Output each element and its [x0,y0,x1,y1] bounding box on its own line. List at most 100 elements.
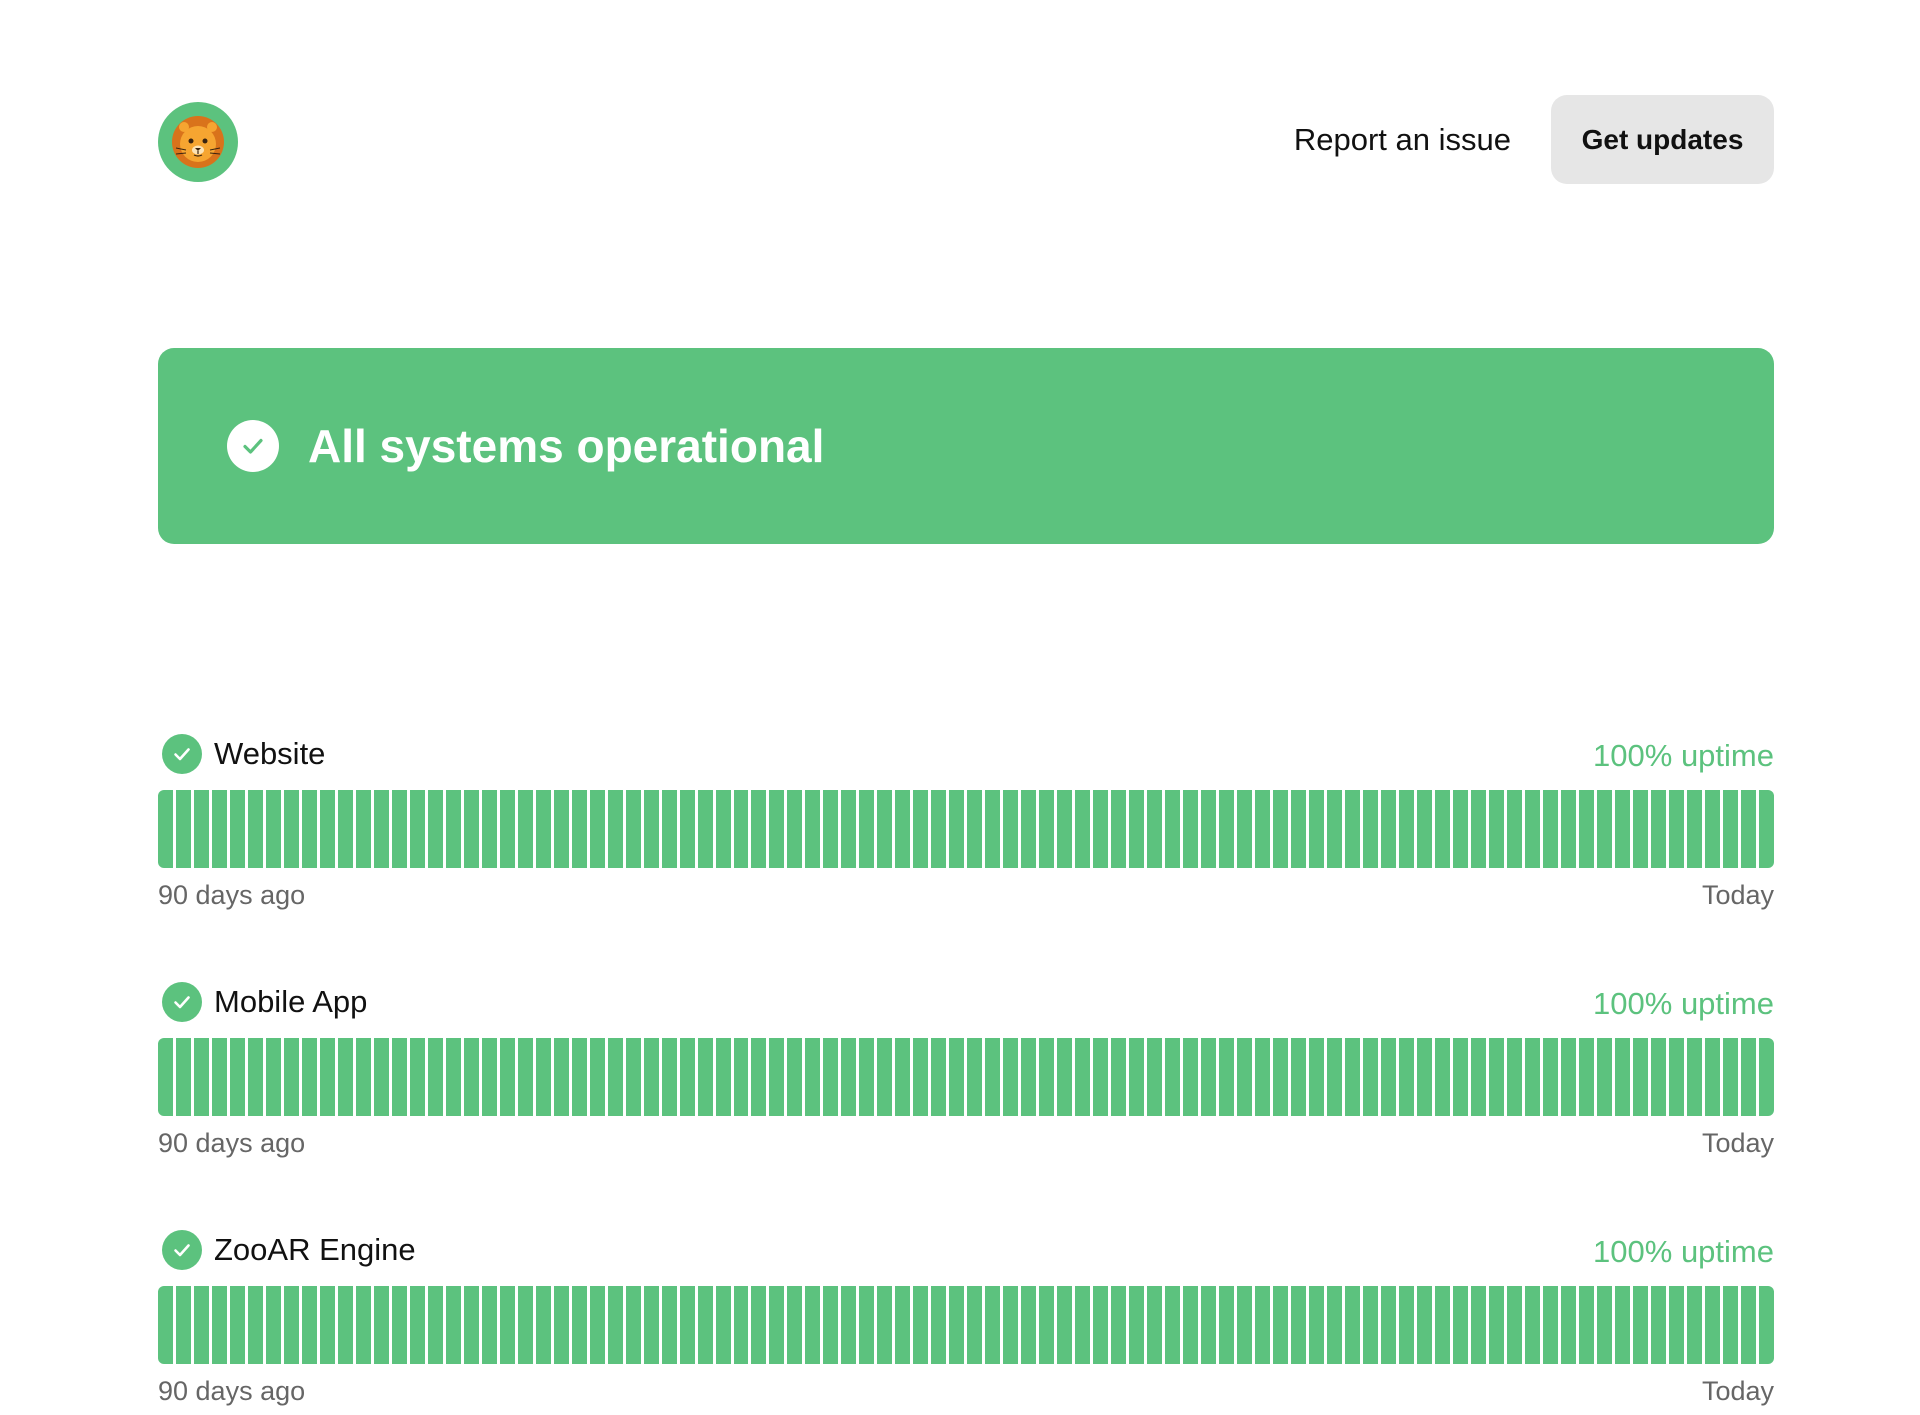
uptime-day-bar[interactable] [1722,790,1738,868]
uptime-day-bar[interactable] [391,790,407,868]
uptime-day-bar[interactable] [1291,1286,1306,1364]
uptime-day-bar[interactable] [823,790,839,868]
uptime-day-bar[interactable] [1003,1038,1019,1116]
uptime-day-bar[interactable] [787,1038,803,1116]
uptime-day-bar[interactable] [1650,790,1666,868]
uptime-day-bar[interactable] [931,1038,947,1116]
uptime-day-bar[interactable] [391,1286,407,1364]
uptime-day-bar[interactable] [1201,790,1217,868]
uptime-day-bar[interactable] [769,1286,785,1364]
uptime-day-bar[interactable] [1470,1038,1486,1116]
uptime-day-bar[interactable] [499,1038,515,1116]
uptime-day-bar[interactable] [1668,1286,1684,1364]
uptime-day-bar[interactable] [1003,1286,1019,1364]
uptime-day-bar[interactable] [1111,1038,1127,1116]
uptime-day-bar[interactable] [589,790,605,868]
uptime-day-bar[interactable] [247,1038,263,1116]
uptime-day-bar[interactable] [967,790,983,868]
uptime-day-bar[interactable] [1578,1038,1594,1116]
uptime-day-bar[interactable] [1039,1038,1055,1116]
uptime-day-bar[interactable] [805,1286,821,1364]
uptime-day-bar[interactable] [1470,790,1486,868]
uptime-day-bar[interactable] [535,1038,551,1116]
uptime-day-bar[interactable] [823,1038,839,1116]
uptime-day-bar[interactable] [553,790,569,868]
uptime-day-bar[interactable] [229,1286,245,1364]
report-issue-link[interactable]: Report an issue [1293,121,1511,157]
uptime-day-bar[interactable] [373,790,389,868]
uptime-day-bar[interactable] [949,1038,965,1116]
uptime-day-bar[interactable] [1632,790,1648,868]
uptime-day-bar[interactable] [841,1038,857,1116]
uptime-day-bar[interactable] [1021,1286,1037,1364]
uptime-day-bar[interactable] [607,790,623,868]
uptime-day-bar[interactable] [661,1286,677,1364]
uptime-day-bar[interactable] [1506,790,1522,868]
uptime-day-bar[interactable] [1111,790,1127,868]
uptime-day-bar[interactable] [715,1038,731,1116]
uptime-day-bar[interactable] [841,1286,857,1364]
uptime-day-bar[interactable] [265,1038,281,1116]
uptime-day-bar[interactable] [607,1286,623,1364]
uptime-day-bar[interactable] [1093,790,1109,868]
uptime-day-bar[interactable] [409,790,425,868]
uptime-day-bar[interactable] [283,1286,299,1364]
uptime-day-bar[interactable] [1183,1038,1199,1116]
uptime-day-bar[interactable] [1668,1038,1684,1116]
uptime-day-bar[interactable] [1309,790,1324,868]
uptime-day-bar[interactable] [1075,1286,1091,1364]
uptime-day-bar[interactable] [499,1286,515,1364]
uptime-day-bar[interactable] [1057,790,1073,868]
uptime-day-bar[interactable] [1614,1038,1630,1116]
uptime-day-bar[interactable] [877,1038,893,1116]
uptime-day-bar[interactable] [913,1038,929,1116]
uptime-day-bar[interactable] [1596,790,1612,868]
uptime-day-bar[interactable] [445,790,461,868]
uptime-day-bar[interactable] [859,1286,875,1364]
uptime-day-bar[interactable] [679,1038,695,1116]
uptime-day-bar[interactable] [427,790,443,868]
uptime-day-bar[interactable] [1380,1038,1396,1116]
uptime-day-bar[interactable] [337,1286,353,1364]
uptime-day-bar[interactable] [1201,1038,1217,1116]
uptime-day-bar[interactable] [1578,1286,1594,1364]
uptime-day-bar[interactable] [661,1038,677,1116]
uptime-day-bar[interactable] [823,1286,839,1364]
uptime-day-bar[interactable] [607,1038,623,1116]
uptime-day-bar[interactable] [1524,1286,1540,1364]
uptime-day-bar[interactable] [877,1286,893,1364]
uptime-day-bar[interactable] [1542,1038,1558,1116]
uptime-day-bar[interactable] [643,790,659,868]
uptime-day-bar[interactable] [1596,1286,1612,1364]
uptime-day-bar[interactable] [193,1038,209,1116]
uptime-day-bar[interactable] [1165,1286,1181,1364]
uptime-day-bar[interactable] [409,1286,425,1364]
uptime-day-bar[interactable] [571,1038,587,1116]
uptime-day-bar[interactable] [1524,1038,1540,1116]
uptime-day-bar[interactable] [1183,790,1199,868]
uptime-day-bar[interactable] [1488,1286,1504,1364]
uptime-day-bar[interactable] [229,790,245,868]
uptime-day-bar[interactable] [553,1286,569,1364]
uptime-day-bar[interactable] [625,1038,641,1116]
uptime-day-bar[interactable] [193,1286,209,1364]
uptime-day-bar[interactable] [1165,1038,1181,1116]
uptime-day-bar[interactable] [733,790,749,868]
uptime-day-bar[interactable] [1506,1038,1522,1116]
uptime-day-bar[interactable] [1686,1038,1702,1116]
uptime-day-bar[interactable] [769,1038,785,1116]
uptime-day-bar[interactable] [1560,790,1576,868]
uptime-day-bar[interactable] [445,1038,461,1116]
uptime-day-bar[interactable] [1344,1038,1360,1116]
uptime-day-bar[interactable] [1668,790,1684,868]
uptime-day-bar[interactable] [697,1286,713,1364]
uptime-day-bar[interactable] [1273,1286,1289,1364]
uptime-day-bar[interactable] [1542,790,1558,868]
uptime-day-bar[interactable] [1147,790,1163,868]
uptime-day-bar[interactable] [1596,1038,1612,1116]
uptime-day-bar[interactable] [1147,1038,1163,1116]
uptime-day-bar[interactable] [481,790,497,868]
uptime-day-bar[interactable] [373,1286,389,1364]
uptime-day-bar[interactable] [967,1038,983,1116]
uptime-day-bar[interactable] [1165,790,1181,868]
